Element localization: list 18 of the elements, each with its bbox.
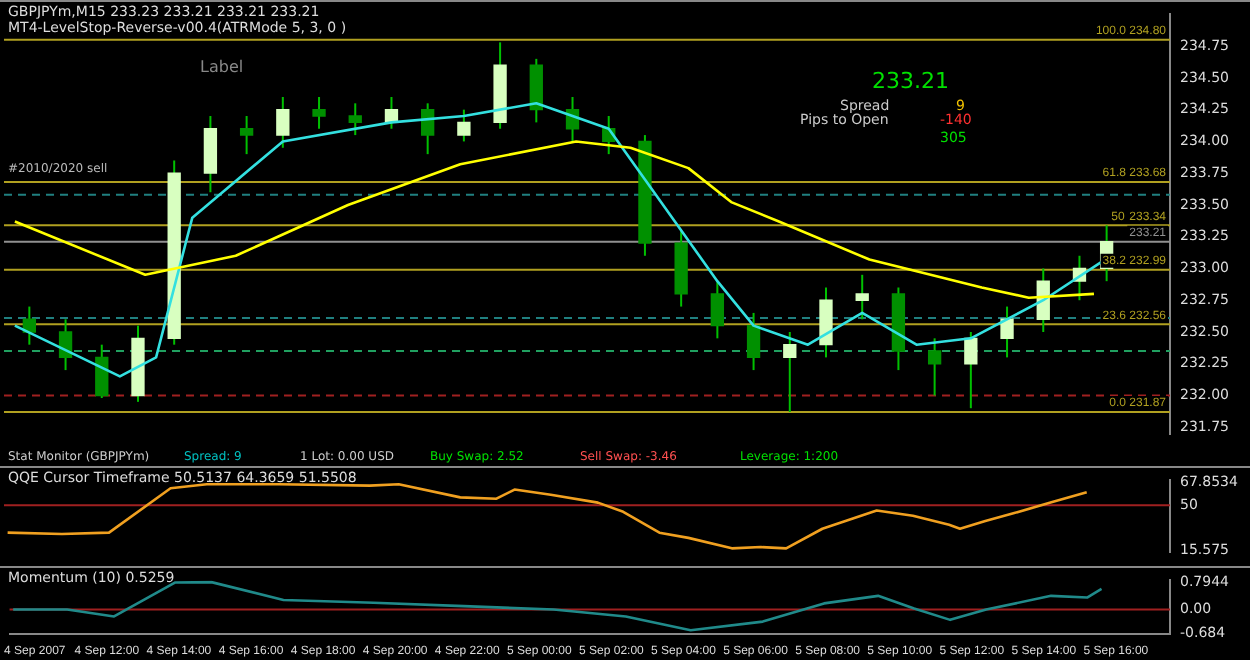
candlestick	[855, 273, 869, 321]
candlestick	[239, 115, 254, 156]
candlestick	[529, 57, 543, 124]
candlestick	[312, 95, 326, 130]
candlestick	[783, 330, 797, 414]
candlestick	[1000, 305, 1014, 359]
candlestick	[348, 102, 362, 137]
candlestick	[203, 115, 218, 194]
annotation: 233.21	[872, 68, 949, 94]
candlestick	[927, 337, 942, 397]
candlestick	[819, 286, 833, 359]
candlestick	[964, 330, 978, 410]
candlestick	[276, 95, 290, 149]
candlestick	[95, 343, 109, 400]
annotation: Label	[200, 58, 244, 76]
candlestick	[457, 108, 471, 143]
candlestick	[710, 280, 725, 340]
candlestick	[746, 311, 761, 372]
